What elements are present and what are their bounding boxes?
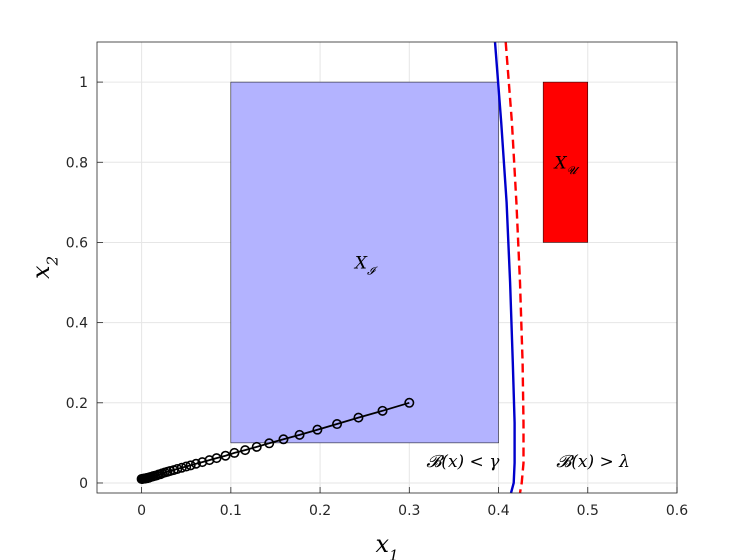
trajectory-point — [312, 424, 323, 435]
trajectory-point — [204, 455, 215, 466]
trajectory-point — [240, 445, 251, 456]
y-tick-label: 0.4 — [66, 316, 88, 332]
trajectory-point — [136, 473, 147, 484]
unsafe-set-region — [542, 81, 589, 243]
ticks: 0 0.1 0.2 0.3 0.4 0.5 0.6 0 0.2 0.4 0.6 0.8 1 — [66, 75, 688, 519]
x-axis-label: x1 — [375, 530, 398, 560]
x-tick-label: 0.5 — [577, 503, 599, 519]
trajectory-point — [264, 438, 275, 449]
barrier-curves — [493, 41, 525, 494]
labels: x1 x2 𝓑(x) < γ 𝓑(x) > λ — [27, 256, 630, 560]
y-tick-label: 0.8 — [66, 155, 88, 171]
y-tick-label: 1 — [79, 75, 88, 91]
x-tick-label: 0.2 — [309, 503, 331, 519]
trajectory-point — [278, 434, 289, 445]
trajectory-point — [404, 397, 415, 408]
unsafe-set-label: X𝓤 — [553, 153, 580, 177]
trajectory-point — [191, 458, 202, 469]
trajectory-point — [251, 441, 262, 452]
annotation-barrier-above-lambda: 𝓑(x) > λ — [556, 452, 630, 472]
x-tick-label: 0 — [137, 503, 146, 519]
trajectory-point — [197, 457, 208, 468]
initial-set-region — [230, 81, 499, 444]
annotation-barrier-below-gamma: 𝓑(x) < γ — [426, 452, 500, 472]
trajectory-point — [294, 429, 305, 440]
y-tick-label: 0 — [79, 476, 88, 492]
x-tick-label: 0.3 — [398, 503, 420, 519]
x-tick-label: 0.4 — [487, 503, 509, 519]
trajectory-point — [229, 447, 240, 458]
y-tick-label: 0.6 — [66, 235, 88, 251]
trajectory-point — [181, 461, 192, 472]
initial-set-label: X𝓘 — [353, 253, 378, 277]
trajectory-point — [353, 412, 364, 423]
trajectory-point — [220, 450, 231, 461]
axes-box — [96, 41, 678, 494]
y-tick-label: 0.2 — [66, 396, 88, 412]
trajectory-point — [211, 453, 222, 464]
x-tick-label: 0.6 — [666, 503, 688, 519]
x-tick-label: 0.1 — [220, 503, 242, 519]
regions: X𝓘 X𝓤 — [230, 81, 589, 444]
y-axis-label: x2 — [27, 256, 61, 279]
barrier-level-gamma-curve — [493, 41, 516, 494]
trajectory-point — [332, 419, 343, 430]
barrier-level-lambda-curve — [504, 41, 525, 494]
trajectory-point — [377, 405, 388, 416]
trajectory — [136, 397, 415, 484]
trajectory-point — [185, 460, 196, 471]
